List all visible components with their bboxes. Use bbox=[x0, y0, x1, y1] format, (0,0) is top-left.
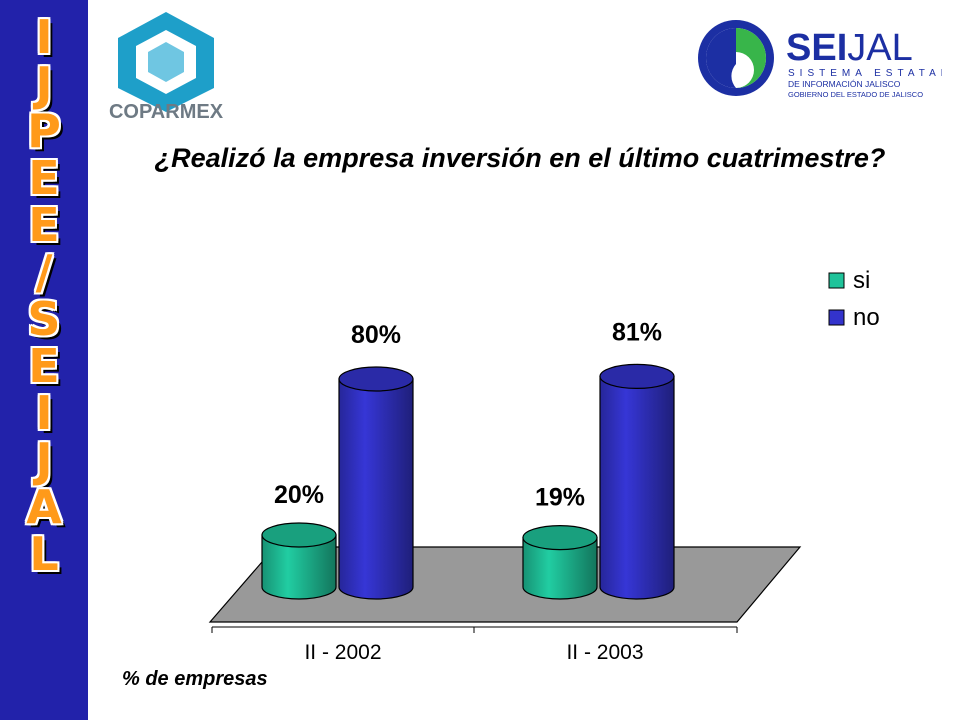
coparmex-logo: COPARMEX bbox=[109, 12, 224, 123]
sidebar-letter: A bbox=[26, 480, 62, 534]
seijal-logo: SEIJAL SISTEMA ESTATAL DE INFORMACIÓN JA… bbox=[698, 20, 942, 99]
sidebar-letter: P bbox=[27, 104, 61, 158]
legend-label-no: no bbox=[853, 304, 880, 331]
bar-top-no-2 bbox=[599, 363, 675, 389]
data-label: 19% bbox=[535, 484, 585, 512]
seijal-subtitle-2: DE INFORMACIÓN JALISCO bbox=[788, 79, 901, 89]
x-tick-label: II - 2003 bbox=[566, 641, 643, 664]
chart-footnote: % de empresas bbox=[122, 668, 268, 690]
chart-legend: si no bbox=[828, 267, 880, 331]
data-label: 80% bbox=[351, 321, 401, 349]
legend-swatch-no bbox=[828, 309, 845, 326]
legend-label-si: si bbox=[853, 267, 870, 294]
legend-swatch-si bbox=[828, 272, 845, 289]
bar-top-no-1 bbox=[338, 366, 414, 392]
sidebar-letters: I J P E E / S E I J A L bbox=[0, 14, 88, 578]
bar-si-2 bbox=[522, 537, 598, 600]
bar-no-1 bbox=[338, 378, 414, 600]
x-tick-label: II - 2002 bbox=[304, 641, 381, 664]
bar-top-si-1 bbox=[261, 522, 337, 548]
sidebar-letter: J bbox=[35, 57, 53, 111]
bar-si-1 bbox=[261, 534, 337, 600]
sidebar-letter: E bbox=[28, 151, 60, 205]
coparmex-wordmark: COPARMEX bbox=[109, 101, 224, 123]
seijal-brand-light: JAL bbox=[847, 27, 912, 69]
sidebar-letter: E bbox=[28, 198, 60, 252]
data-label: 81% bbox=[612, 318, 662, 346]
sidebar-letter: L bbox=[29, 527, 59, 581]
sidebar-letter: E bbox=[28, 339, 60, 393]
sidebar-letter: I bbox=[35, 10, 53, 64]
seijal-brand-bold: SEI bbox=[786, 27, 847, 69]
sidebar-banner: I J P E E / S E I J A L bbox=[0, 0, 88, 720]
sidebar-letter: I bbox=[35, 386, 53, 440]
sidebar-letter: J bbox=[35, 433, 53, 487]
bar-top-si-2 bbox=[522, 524, 598, 551]
sidebar-letter: / bbox=[35, 245, 53, 299]
seijal-subtitle-1: SISTEMA ESTATAL bbox=[788, 68, 942, 79]
chart-title: ¿Realizó la empresa inversión en el últi… bbox=[154, 143, 886, 173]
svg-text:SEIJAL: SEIJAL bbox=[786, 27, 913, 69]
sidebar-letter: S bbox=[27, 292, 61, 346]
bar-no-2 bbox=[599, 375, 675, 600]
seijal-subtitle-3: GOBIERNO DEL ESTADO DE JALISCO bbox=[788, 90, 923, 99]
data-label: 20% bbox=[274, 481, 324, 509]
